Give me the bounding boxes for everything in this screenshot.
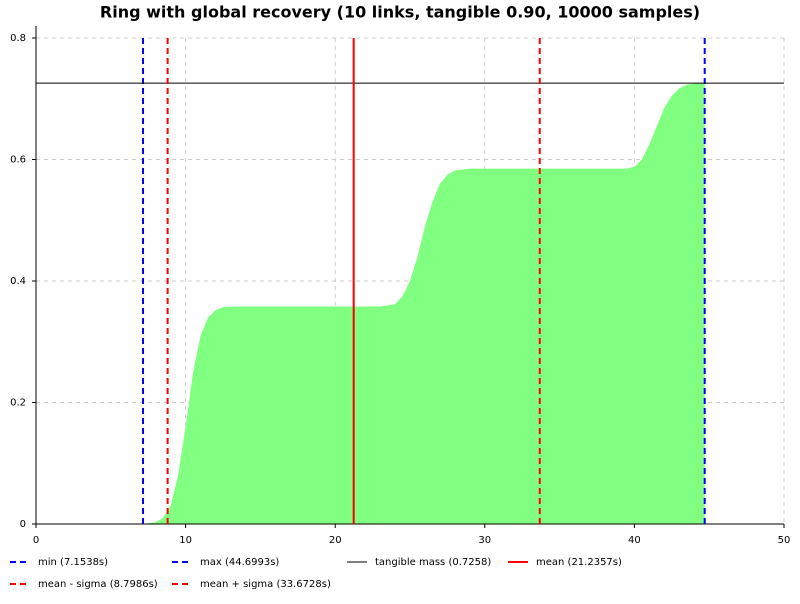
y-tick-label: 0.8 — [10, 33, 26, 44]
x-tick-label: 40 — [628, 535, 641, 546]
y-tick-label: 0.4 — [10, 276, 26, 287]
legend-label: max (44.6993s) — [200, 557, 279, 568]
y-tick-label: 0.2 — [10, 398, 26, 409]
x-tick-label: 20 — [329, 535, 342, 546]
x-tick-label: 0 — [33, 535, 39, 546]
x-tick-label: 10 — [179, 535, 192, 546]
legend-label: mean - sigma (8.7986s) — [38, 579, 158, 590]
chart-title: Ring with global recovery (10 links, tan… — [100, 3, 700, 22]
legend-label: tangible mass (0.7258) — [375, 557, 491, 568]
area — [142, 82, 705, 524]
x-tick-label: 50 — [778, 535, 791, 546]
legend-label: mean + sigma (33.6728s) — [200, 579, 331, 590]
y-tick-label: 0.6 — [10, 155, 26, 166]
x-tick-label: 30 — [478, 535, 491, 546]
legend-label: mean (21.2357s) — [536, 557, 622, 568]
y-tick-label: 0 — [20, 519, 26, 530]
legend-label: min (7.1538s) — [38, 557, 108, 568]
